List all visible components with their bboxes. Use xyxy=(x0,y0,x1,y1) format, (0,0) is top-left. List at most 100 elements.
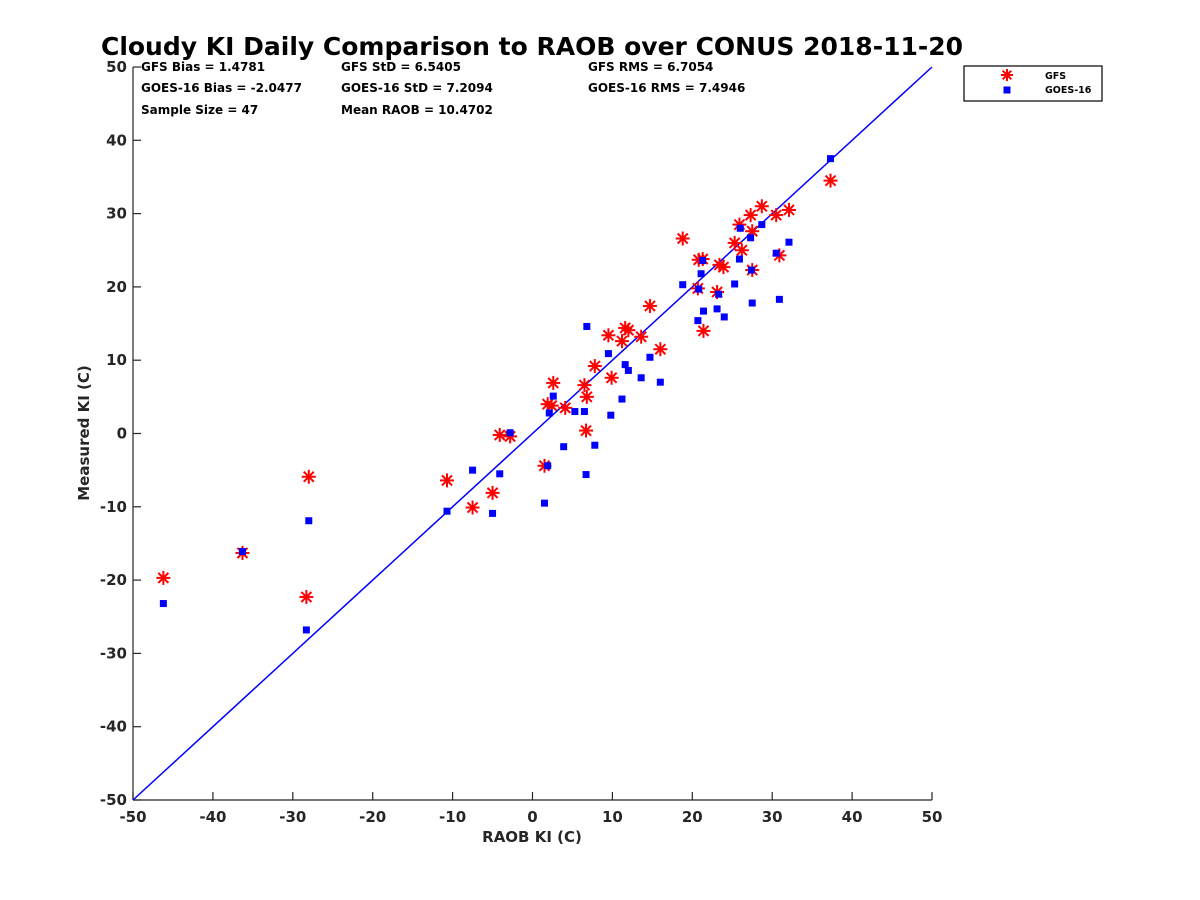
gfs-point xyxy=(465,500,480,515)
goes16-point xyxy=(496,470,504,478)
gfs-point xyxy=(696,323,711,338)
gfs-point xyxy=(823,173,838,188)
plot-area: -50 -40 -30 -20 -10 0 10 20 30 40 50 -50-40-30-20-… xyxy=(100,58,943,826)
gfs-point xyxy=(601,328,616,343)
goes16-point xyxy=(469,466,477,474)
x-tick-label: 30 xyxy=(762,808,783,826)
gfs-point xyxy=(634,329,649,344)
y-tick-label: -50 xyxy=(100,791,127,809)
gfs-point xyxy=(754,199,769,214)
goes16-point xyxy=(544,462,552,470)
goes16-point xyxy=(720,313,728,321)
gfs-point xyxy=(781,202,796,217)
x-tick-label: 0 xyxy=(527,808,537,826)
y-tick-label: 20 xyxy=(106,278,127,296)
goes16-point xyxy=(238,548,246,556)
gfs-point xyxy=(587,359,602,374)
goes16-point xyxy=(772,249,780,257)
goes16-point xyxy=(747,266,755,274)
gfs-point xyxy=(492,427,507,442)
goes16-series xyxy=(159,155,835,634)
goes16-point xyxy=(560,443,568,451)
x-axis: -50 -40 -30 -20 -10 0 10 20 30 40 50 xyxy=(119,792,942,826)
gfs-point xyxy=(743,208,758,223)
stat-text: GFS Bias = 1.4781 xyxy=(141,60,265,74)
gfs-point xyxy=(440,473,455,488)
goes16-point xyxy=(697,270,705,278)
goes16-point xyxy=(545,409,553,417)
y-tick-label: -20 xyxy=(100,571,127,589)
goes16-point xyxy=(637,374,645,382)
x-tick-label: -10 xyxy=(439,808,466,826)
goes16-point xyxy=(159,600,167,608)
goes16-point xyxy=(748,299,756,307)
goes16-point xyxy=(580,408,588,416)
stat-text: Mean RAOB = 10.4702 xyxy=(341,103,493,117)
goes16-point xyxy=(549,392,557,400)
y-tick-label: 0 xyxy=(117,425,127,443)
goes16-point xyxy=(699,257,707,265)
gfs-point xyxy=(745,224,760,239)
x-tick-label: -20 xyxy=(359,808,386,826)
goes16-point xyxy=(713,305,721,313)
legend-gfs-label: GFS xyxy=(1045,71,1066,82)
goes16-point xyxy=(646,353,654,361)
goes16-point xyxy=(591,441,599,449)
gfs-point xyxy=(621,323,636,338)
gfs-point xyxy=(299,589,314,604)
stat-text: GOES-16 RMS = 7.4946 xyxy=(588,81,745,95)
legend-gfs-asterisk xyxy=(1001,69,1013,81)
y-tick-label: -40 xyxy=(100,718,127,736)
x-tick-label: 20 xyxy=(682,808,703,826)
goes16-point xyxy=(624,366,632,374)
goes16-point xyxy=(618,395,626,403)
y-tick-label: 40 xyxy=(106,131,127,149)
gfs-point xyxy=(156,570,171,585)
x-tick-label: -40 xyxy=(199,808,226,826)
goes16-point xyxy=(582,471,590,479)
x-tick-label: 50 xyxy=(922,808,943,826)
legend: GFS GOES-16 xyxy=(963,65,1103,102)
chart-title: Cloudy KI Daily Comparison to RAOB over … xyxy=(101,32,963,61)
goes16-point xyxy=(604,350,612,358)
goes16-point xyxy=(747,234,755,242)
goes16-point xyxy=(758,221,766,229)
gfs-point xyxy=(485,485,500,500)
gfs-point xyxy=(604,370,619,385)
goes16-point xyxy=(305,517,313,525)
goes16-point xyxy=(302,626,310,634)
statistics-annotations: GFS Bias = 1.4781 GFS StD = 6.5405 GFS RMS… xyxy=(141,60,745,117)
gfs-point xyxy=(653,342,668,357)
x-tick-label: 10 xyxy=(602,808,623,826)
gfs-point xyxy=(301,469,316,484)
gfs-point xyxy=(579,389,594,404)
y-tick-label: 50 xyxy=(106,58,127,76)
goes16-point xyxy=(736,224,744,232)
goes16-point xyxy=(827,155,835,163)
gfs-point xyxy=(579,423,594,438)
y-tick-label: -30 xyxy=(100,644,127,662)
goes16-point xyxy=(571,408,579,416)
x-axis-label: RAOB KI (C) xyxy=(482,828,582,846)
y-tick-label: 30 xyxy=(106,205,127,223)
x-tick-label: -30 xyxy=(279,808,306,826)
goes16-point xyxy=(695,285,703,293)
gfs-point xyxy=(614,334,629,349)
one-to-one-line xyxy=(132,66,933,801)
y-tick-label: -10 xyxy=(100,498,127,516)
goes16-point xyxy=(699,307,707,315)
gfs-point xyxy=(546,375,561,390)
stat-text: GOES-16 StD = 7.2094 xyxy=(341,81,493,95)
x-tick-label: 40 xyxy=(842,808,863,826)
goes16-point xyxy=(540,499,548,507)
goes16-point xyxy=(583,322,591,330)
goes16-point xyxy=(731,280,739,288)
stat-text: GOES-16 Bias = -2.0477 xyxy=(141,81,302,95)
x-tick-label: -50 xyxy=(119,808,146,826)
legend-goes16-square xyxy=(1003,86,1011,94)
goes16-point xyxy=(489,509,497,517)
goes16-point xyxy=(621,361,629,369)
gfs-point xyxy=(734,243,749,258)
y-tick-label: 10 xyxy=(106,351,127,369)
